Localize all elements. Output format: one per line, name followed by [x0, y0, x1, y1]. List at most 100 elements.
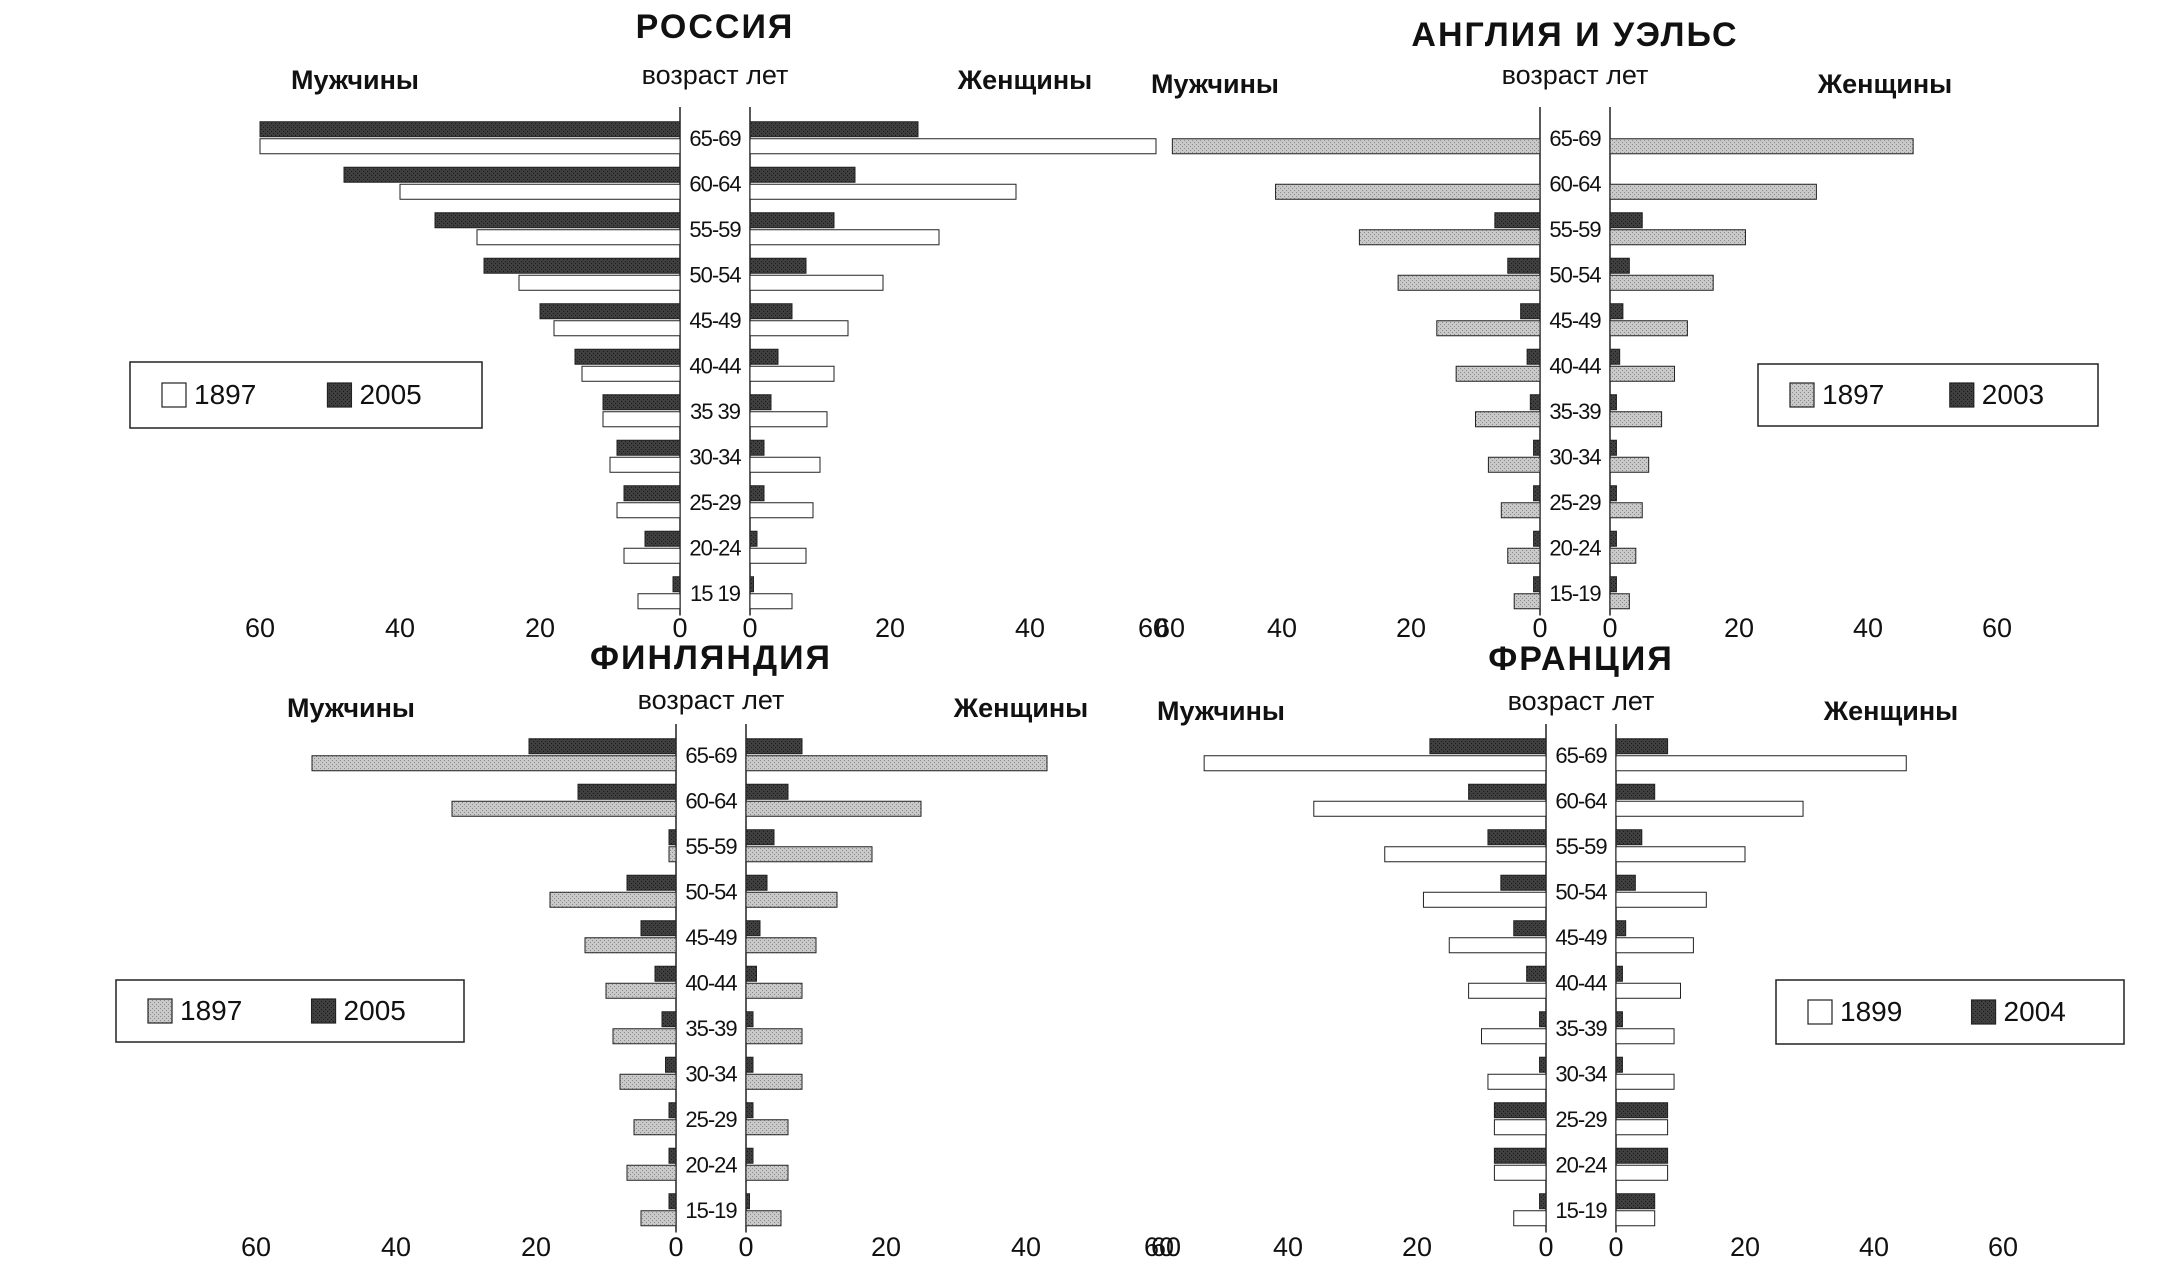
age-group-label: 40-44	[685, 970, 737, 995]
men-historic-bar	[619, 1073, 677, 1090]
women-recent-bar	[745, 1011, 754, 1028]
women-recent-bar	[745, 738, 803, 755]
men-recent-bar	[668, 829, 677, 846]
x-tick-label: 0	[738, 1232, 753, 1262]
age-group-label: 45-49	[689, 308, 741, 333]
age-group-label: 55-59	[689, 217, 741, 242]
men-historic-bar	[1493, 1164, 1547, 1181]
men-recent-bar	[1513, 920, 1547, 937]
legend-label: 2003	[1982, 379, 2044, 410]
women-recent-bar	[1615, 1193, 1656, 1210]
men-recent-bar	[1494, 212, 1541, 229]
x-tick-label: 40	[1853, 613, 1883, 643]
x-tick-label: 20	[521, 1232, 551, 1262]
men-historic-bar	[1493, 1119, 1547, 1136]
men-recent-bar	[665, 1056, 677, 1073]
women-historic-bar	[1615, 937, 1694, 954]
age-group-label: 40-44	[1555, 970, 1607, 995]
women-historic-bar	[1615, 891, 1707, 908]
women-recent-bar	[749, 485, 765, 502]
women-historic-bar	[1615, 1164, 1669, 1181]
age-group-label: 55-59	[1549, 217, 1601, 242]
men-recent-bar	[1539, 1193, 1547, 1210]
x-tick-label: 60	[1138, 613, 1168, 643]
age-group-label: 25-29	[1549, 490, 1601, 515]
women-historic-bar	[749, 183, 1017, 200]
men-recent-bar	[1500, 874, 1547, 891]
men-historic-bar	[581, 365, 681, 382]
women-historic-bar	[1609, 502, 1643, 519]
women-recent-bar	[745, 965, 757, 982]
x-tick-label: 0	[1538, 1232, 1553, 1262]
men-historic-bar	[1171, 138, 1541, 155]
women-historic-bar	[1609, 593, 1630, 610]
x-tick-label: 20	[1730, 1232, 1760, 1262]
legend-label: 1897	[180, 995, 242, 1026]
pyramid-panel: ФРАНЦИЯ Мужчины Женщины возраст лет 65-69 60-…	[1144, 640, 2125, 1262]
age-group-label: 20-24	[1549, 535, 1601, 560]
women-historic-bar	[749, 547, 807, 564]
men-recent-bar	[1539, 1011, 1547, 1028]
women-historic-bar	[749, 456, 821, 473]
x-tick-label: 0	[672, 613, 687, 643]
men-recent-bar	[1526, 965, 1547, 982]
men-historic-bar	[633, 1119, 677, 1136]
legend-swatch	[1970, 999, 1997, 1025]
women-historic-bar	[1615, 1028, 1675, 1045]
men-historic-bar	[518, 274, 681, 291]
men-recent-bar	[626, 874, 677, 891]
age-group-label: 15-19	[685, 1198, 737, 1223]
men-historic-bar	[605, 982, 677, 999]
panel-title: РОССИЯ	[636, 8, 795, 46]
women-historic-bar	[749, 365, 835, 382]
men-recent-bar	[259, 121, 681, 138]
men-recent-bar	[1429, 738, 1547, 755]
panel-title: ФРАНЦИЯ	[1488, 640, 1674, 678]
women-recent-bar	[1609, 530, 1617, 547]
women-recent-bar	[1615, 920, 1627, 937]
women-recent-bar	[1609, 257, 1630, 274]
women-historic-bar	[749, 229, 940, 246]
age-group-label: 35-39	[685, 1016, 737, 1041]
age-group-label: 25-29	[1555, 1107, 1607, 1132]
x-tick-label: 60	[1144, 1232, 1174, 1262]
legend-swatch	[1807, 999, 1833, 1025]
men-historic-bar	[1448, 937, 1547, 954]
x-tick-label: 40	[381, 1232, 411, 1262]
women-historic-bar	[1615, 755, 1907, 772]
men-historic-bar	[584, 937, 677, 954]
men-historic-bar	[609, 456, 681, 473]
men-recent-bar	[1533, 439, 1541, 456]
age-group-label: 35 39	[690, 399, 741, 424]
age-group-label: 55-59	[685, 834, 737, 859]
age-group-label: 40-44	[689, 353, 741, 378]
men-historic-bar	[1481, 1028, 1547, 1045]
women-recent-bar	[1615, 1147, 1669, 1164]
men-historic-bar	[1507, 547, 1541, 564]
women-recent-bar	[1615, 829, 1643, 846]
men-recent-bar	[668, 1102, 677, 1119]
age-group-label: 20-24	[685, 1152, 737, 1177]
women-recent-bar	[1615, 1056, 1623, 1073]
men-recent-bar	[343, 166, 681, 183]
women-recent-bar	[745, 1102, 754, 1119]
x-tick-label: 60	[1982, 613, 2012, 643]
legend-label: 2004	[2004, 996, 2066, 1027]
women-recent-bar	[1615, 1102, 1669, 1119]
women-recent-bar	[1615, 783, 1656, 800]
men-historic-bar	[311, 755, 677, 772]
women-historic-bar	[1609, 547, 1637, 564]
pyramid-panel: АНГЛИЯ И УЭЛЬС Мужчины Женщины возраст лет 6…	[1138, 16, 2099, 643]
men-historic-bar	[549, 891, 677, 908]
women-recent-bar	[749, 348, 779, 365]
women-historic-bar	[1609, 274, 1714, 291]
age-group-label: 65-69	[1555, 743, 1607, 768]
age-group-label: 20-24	[1555, 1152, 1607, 1177]
women-recent-bar	[1615, 965, 1623, 982]
x-tick-label: 40	[385, 613, 415, 643]
men-recent-bar	[483, 257, 681, 274]
x-tick-label: 60	[1988, 1232, 2018, 1262]
men-historic-bar	[626, 1164, 677, 1181]
x-tick-label: 40	[1011, 1232, 1041, 1262]
x-tick-label: 60	[241, 1232, 271, 1262]
